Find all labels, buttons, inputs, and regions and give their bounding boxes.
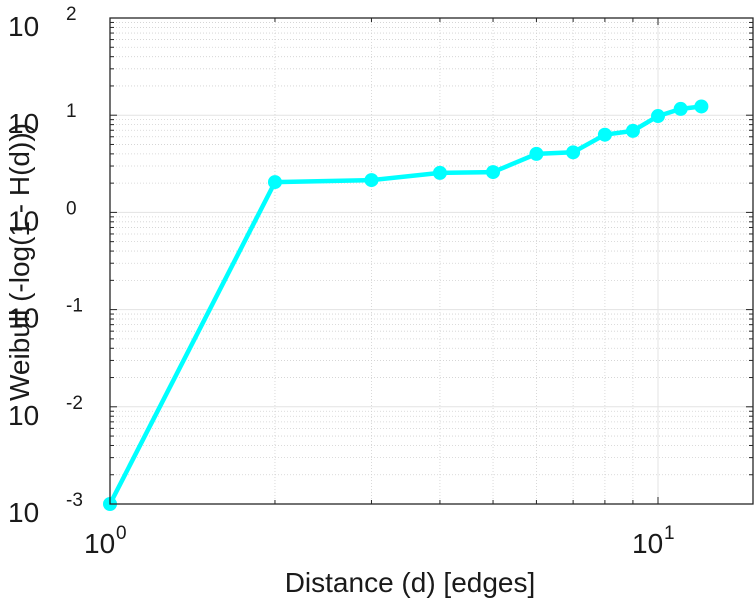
data-point <box>673 101 688 116</box>
axis-ticks <box>109 18 753 505</box>
data-point <box>694 99 709 114</box>
x-axis-label: Distance (d) [edges] <box>285 567 536 598</box>
data-point <box>364 173 379 188</box>
x-tick-exponent: 0 <box>116 523 127 544</box>
data-point <box>566 145 581 160</box>
x-tick-labels: 10 0 10 1 <box>84 523 675 559</box>
y-tick-labels: 10 -3 10 -2 10 -1 10 0 10 1 10 2 <box>8 4 83 528</box>
data-point <box>597 127 612 142</box>
y-tick-exponent: 1 <box>66 101 77 122</box>
plot-area <box>110 18 753 504</box>
data-point <box>432 165 447 180</box>
grid <box>109 18 753 505</box>
x-tick-label: 10 1 <box>632 523 675 559</box>
y-tick-label: 10 2 <box>8 4 77 42</box>
y-tick-base: 10 <box>8 497 39 528</box>
data-point <box>529 146 544 161</box>
y-tick-exponent: -2 <box>66 393 83 414</box>
data-point <box>651 109 665 124</box>
data-point <box>625 123 640 138</box>
y-tick-base: 10 <box>8 11 39 42</box>
y-tick-base: 10 <box>8 108 39 139</box>
y-tick-exponent: -1 <box>66 296 83 317</box>
y-tick-label: 10 -2 <box>8 393 83 431</box>
y-tick-exponent: -3 <box>66 490 83 511</box>
axes-box <box>109 17 754 505</box>
y-tick-label: 10 -1 <box>8 296 83 334</box>
x-tick-label: 10 0 <box>84 523 127 559</box>
y-tick-base: 10 <box>8 303 39 334</box>
x-tick-exponent: 1 <box>664 523 675 544</box>
y-tick-base: 10 <box>8 205 39 236</box>
y-tick-label: 10 0 <box>8 198 77 236</box>
y-axis-label: Weibull (-log(1 - H(d))) <box>4 123 35 401</box>
y-tick-exponent: 0 <box>66 198 77 219</box>
y-tick-exponent: 2 <box>66 4 77 25</box>
y-tick-base: 10 <box>8 400 39 431</box>
x-tick-base: 10 <box>632 528 663 559</box>
data-point <box>486 165 501 180</box>
data-point <box>267 175 282 190</box>
series-layer <box>103 99 709 511</box>
y-tick-label: 10 -3 <box>8 490 83 528</box>
x-tick-base: 10 <box>84 528 115 559</box>
y-tick-label: 10 1 <box>8 101 77 139</box>
